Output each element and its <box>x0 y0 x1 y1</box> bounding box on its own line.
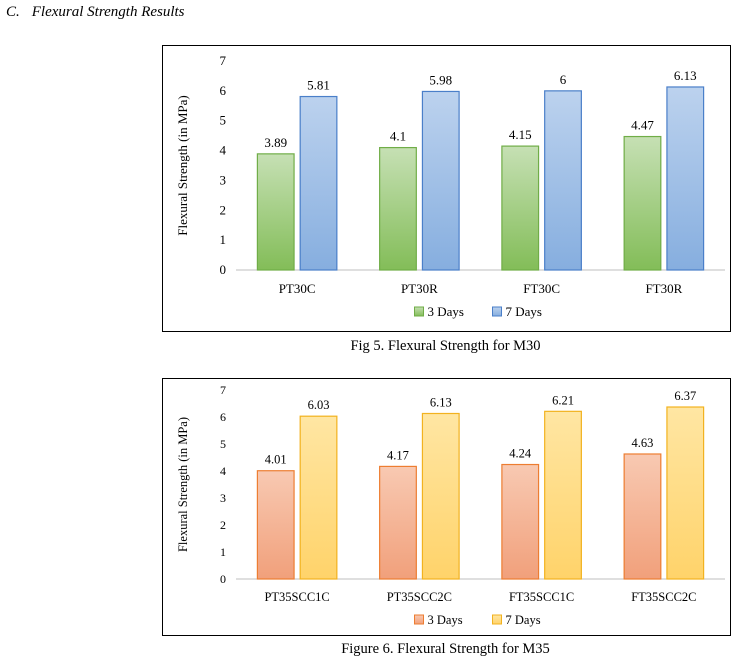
y-tick-label: 2 <box>220 202 227 217</box>
y-tick-label: 7 <box>220 383 226 397</box>
x-tick-label: FT30R <box>645 281 682 296</box>
figure-caption-m35: Figure 6. Flexural Strength for M35 <box>341 641 550 657</box>
data-label: 4.17 <box>387 448 409 462</box>
data-label: 5.98 <box>429 72 452 87</box>
data-label: 6.21 <box>552 393 574 407</box>
chart-m30-svg: 0 1 2 3 4 5 6 7 Flexural Strength (in MPa) 3.89 5.… <box>175 53 725 319</box>
y-tick-label: 4 <box>220 143 227 158</box>
legend-label: 3 Days <box>428 613 463 627</box>
y-tick-label: 7 <box>220 53 227 68</box>
section-number: C. <box>6 4 20 20</box>
bar <box>544 410 582 580</box>
bar <box>666 86 705 271</box>
bar <box>623 135 662 271</box>
bar <box>379 146 417 271</box>
bar <box>256 470 295 580</box>
data-label: 4.01 <box>265 453 287 467</box>
x-tick-label: PT35SCC1C <box>264 590 329 604</box>
data-label: 3.89 <box>264 135 287 150</box>
bar <box>501 145 540 271</box>
legend-label: 7 Days <box>506 613 541 627</box>
y-tick-label: 6 <box>220 410 226 424</box>
bar <box>379 465 417 580</box>
x-tick-label: PT30C <box>279 281 316 296</box>
bar <box>544 90 582 271</box>
y-tick-label: 5 <box>220 113 227 128</box>
data-label: 5.81 <box>307 78 330 93</box>
legend-label: 3 Days <box>428 304 464 319</box>
bar <box>623 453 662 580</box>
x-tick-label: PT35SCC2C <box>387 590 452 604</box>
figure-caption-m30: Fig 5. Flexural Strength for M30 <box>350 338 541 354</box>
data-label: 6 <box>560 72 567 87</box>
section-heading: C. Flexural Strength Results <box>6 4 185 21</box>
bar <box>299 415 338 580</box>
y-tick-label: 0 <box>220 572 226 586</box>
bar <box>256 153 295 271</box>
bar <box>501 463 540 580</box>
bar <box>421 90 460 271</box>
chart-m35-svg: 0 1 2 3 4 5 6 7 Flexural Strength (in MPa) 4.01 6.… <box>176 383 725 627</box>
y-tick-label: 6 <box>220 83 227 98</box>
data-label: 4.63 <box>632 436 654 450</box>
y-tick-label: 2 <box>220 518 226 532</box>
y-tick-label: 3 <box>220 491 226 505</box>
y-tick-label: 1 <box>220 545 226 559</box>
bar <box>666 406 705 580</box>
y-tick-label: 3 <box>220 172 227 187</box>
x-tick-label: FT35SCC2C <box>631 590 696 604</box>
y-tick-label: 0 <box>220 262 227 277</box>
legend-swatch <box>492 614 502 625</box>
bar <box>421 412 460 580</box>
data-label: 4.47 <box>631 118 654 133</box>
y-axis-title: Flexural Strength (in MPa) <box>175 95 190 235</box>
y-tick-label: 1 <box>220 232 227 247</box>
legend-swatch <box>414 614 424 625</box>
legend-swatch <box>414 306 424 317</box>
data-label: 6.03 <box>308 398 330 412</box>
data-label: 6.13 <box>674 68 697 83</box>
y-tick-label: 4 <box>220 464 226 478</box>
data-label: 4.24 <box>509 447 532 461</box>
data-label: 4.1 <box>390 129 406 144</box>
y-tick-label: 5 <box>220 437 226 451</box>
chart-m35: 0 1 2 3 4 5 6 7 Flexural Strength (in MPa) 4.01 6.… <box>162 378 731 636</box>
y-axis-title: Flexural Strength (in MPa) <box>176 417 190 552</box>
data-label: 6.37 <box>674 389 696 403</box>
legend-swatch <box>492 306 502 317</box>
x-tick-label: PT30R <box>401 281 438 296</box>
bar <box>299 95 338 271</box>
x-tick-label: FT35SCC1C <box>509 590 574 604</box>
x-tick-label: FT30C <box>523 281 560 296</box>
data-label: 6.13 <box>430 395 452 409</box>
chart-m30: 0 1 2 3 4 5 6 7 Flexural Strength (in MPa) 3.89 5.… <box>162 45 731 332</box>
data-label: 4.15 <box>509 127 532 142</box>
section-title: Flexural Strength Results <box>31 4 185 20</box>
legend-label: 7 Days <box>506 304 542 319</box>
